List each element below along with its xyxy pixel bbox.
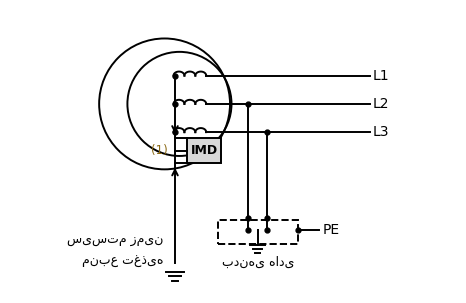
- Text: L2: L2: [373, 97, 389, 111]
- Text: (1): (1): [151, 144, 168, 157]
- Text: منبع تغذیه: منبع تغذیه: [82, 255, 163, 268]
- Text: L1: L1: [373, 69, 390, 83]
- Text: PE: PE: [322, 223, 339, 237]
- Text: L3: L3: [373, 125, 389, 139]
- Text: IMD: IMD: [191, 144, 218, 157]
- Text: بدنه‌ی هادی: بدنه‌ی هادی: [222, 256, 295, 268]
- Bar: [218, 220, 298, 244]
- Bar: [187, 138, 221, 163]
- Text: سیستم زمین: سیستم زمین: [67, 234, 163, 247]
